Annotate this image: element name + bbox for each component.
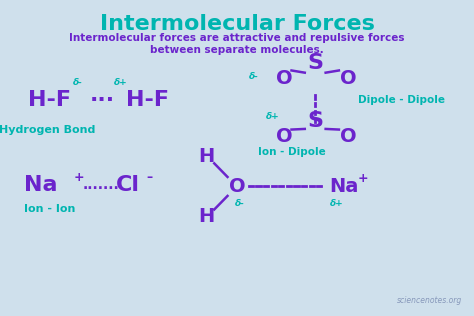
Text: δ-: δ- (248, 72, 258, 81)
Text: H: H (198, 147, 214, 166)
Text: Ion - Ion: Ion - Ion (24, 204, 75, 214)
Text: O: O (340, 69, 357, 88)
Text: Hydrogen Bond: Hydrogen Bond (0, 125, 96, 135)
Text: O: O (340, 127, 357, 146)
Text: δ+: δ+ (266, 112, 280, 121)
Text: S: S (307, 53, 323, 73)
Text: –: – (146, 171, 152, 184)
Text: H-F: H-F (126, 89, 169, 110)
Text: δ-: δ- (73, 78, 83, 87)
Text: Na: Na (24, 175, 57, 195)
Text: S: S (307, 111, 323, 131)
Text: O: O (276, 127, 293, 146)
Text: O: O (276, 69, 293, 88)
Text: δ+: δ+ (114, 78, 128, 87)
Text: sciencenotes.org: sciencenotes.org (397, 296, 462, 305)
Text: δ-: δ- (235, 199, 245, 208)
Text: H-F: H-F (28, 89, 72, 110)
Text: Dipole - Dipole: Dipole - Dipole (358, 94, 445, 105)
Text: ···: ··· (89, 89, 115, 110)
Text: Intermolecular Forces: Intermolecular Forces (100, 14, 374, 34)
Text: Cl: Cl (116, 175, 140, 195)
Text: between separate molecules.: between separate molecules. (150, 45, 324, 55)
Text: O: O (228, 177, 246, 196)
Text: δ+: δ+ (329, 199, 343, 208)
Text: H: H (198, 207, 214, 226)
Text: +: + (358, 172, 368, 185)
Text: +: + (73, 171, 84, 184)
Text: .......: ....... (83, 178, 120, 192)
Text: Na: Na (329, 177, 359, 196)
Text: Intermolecular forces are attractive and repulsive forces: Intermolecular forces are attractive and… (69, 33, 405, 43)
Text: Ion - Dipole: Ion - Dipole (258, 147, 326, 157)
